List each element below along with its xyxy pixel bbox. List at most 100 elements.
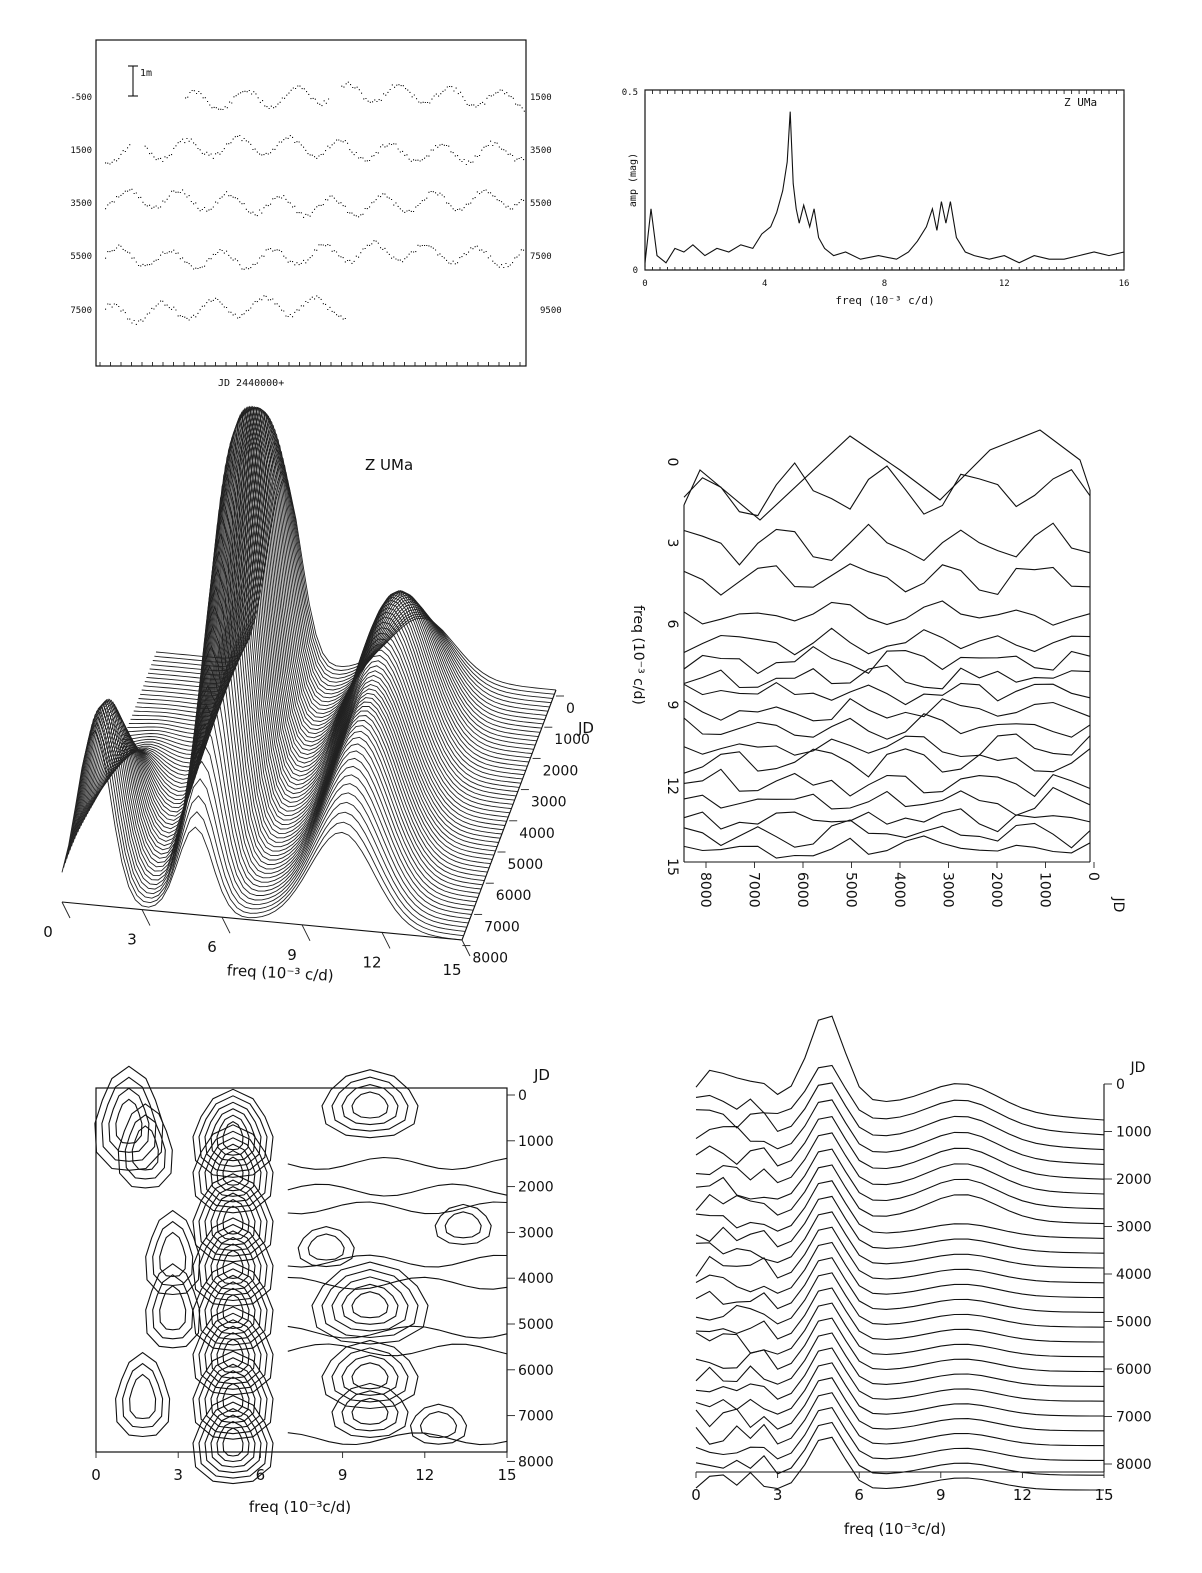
rotated-series-line xyxy=(683,563,1091,596)
contour-right-ring xyxy=(351,1291,389,1319)
surface3d-xticks: 0 3 6 9 12 15 xyxy=(43,901,471,979)
contour-right-ring xyxy=(434,1203,492,1245)
surface3d-slice-line xyxy=(130,406,531,759)
surface3d-ytick: 4000 xyxy=(519,826,555,842)
contour-ridge-ring xyxy=(204,1101,262,1167)
stacked-xticks: 0 3 6 9 12 15 xyxy=(691,1472,1114,1504)
contour-frame xyxy=(95,1087,508,1453)
stacked-ytick: 7000 xyxy=(1116,1410,1152,1426)
surface3d-slice-line xyxy=(128,406,529,763)
rotated-jd-tick: 8000 xyxy=(697,872,713,908)
surface3d-slice-line xyxy=(104,417,506,826)
spectrum-xtick: 12 xyxy=(999,279,1010,289)
surface3d-title: Z UMa xyxy=(365,456,413,474)
surface3d-slice-line xyxy=(61,729,463,941)
rotated-freq-tick: 15 xyxy=(664,858,680,876)
scale-mark-label: 1m xyxy=(140,68,152,79)
contour-isoline xyxy=(287,1325,508,1339)
contour-right-ring xyxy=(321,1339,419,1410)
contour-right-ring xyxy=(311,1261,429,1345)
surface3d-slice-line xyxy=(83,567,485,882)
spectrum-xtick: 0 xyxy=(642,279,647,289)
contour-right-ring xyxy=(351,1397,389,1425)
lightcurve-tick-marks xyxy=(99,362,521,366)
stacked-ytick: 0 xyxy=(1116,1077,1125,1093)
contour-right-ring xyxy=(351,1091,389,1119)
contour-right-ring xyxy=(351,1362,389,1390)
surface3d-ytick: 5000 xyxy=(508,857,544,873)
surface3d-ytick: 0 xyxy=(566,701,575,717)
contour-xtick: 15 xyxy=(497,1466,516,1484)
rotated-series-line xyxy=(683,522,1091,566)
contour-ytick: 0 xyxy=(518,1088,527,1104)
surface3d-xtick: 3 xyxy=(127,931,137,949)
surface3d-slice-line xyxy=(114,405,515,801)
spectrum-ylabel: amp (mag) xyxy=(628,153,639,207)
contour-isoline xyxy=(287,1432,508,1446)
surface3d-xtick: 0 xyxy=(43,923,53,941)
rotated-jd-tick: 3000 xyxy=(940,872,956,908)
rotated-lines xyxy=(683,429,1091,862)
surface3d-slice-line xyxy=(101,429,502,835)
surface3d-slice-line xyxy=(106,413,507,822)
surface3d-slice-line xyxy=(95,462,496,852)
contour-xtick: 3 xyxy=(173,1466,183,1484)
surface3d-slice-line xyxy=(103,422,504,831)
rotated-jd-tick: 2000 xyxy=(988,872,1004,908)
spectrum-ytick-bottom: 0 xyxy=(633,266,638,276)
lightcurve-xlabel: JD 2440000+ xyxy=(218,378,284,389)
spectrum-xtick: 4 xyxy=(762,279,767,289)
stacked-xtick: 12 xyxy=(1013,1486,1032,1504)
surface3d-slice-line xyxy=(66,710,467,928)
contour-ytick: 3000 xyxy=(518,1225,554,1241)
rotated-jd-tick: 7000 xyxy=(746,872,762,908)
contour-ytick: 6000 xyxy=(518,1363,554,1379)
row-start-label: 5500 xyxy=(70,252,92,262)
rotated-freq-tick: 9 xyxy=(664,701,680,710)
rotated-series-line xyxy=(683,819,1091,849)
surface3d-xtick: 6 xyxy=(207,938,217,956)
panel-contour: 0 3 6 9 12 15 0 1000 2000 3000 4000 5000 6000 7000 80… xyxy=(91,1065,554,1516)
panel-stacked: 0 3 6 9 12 15 0 1000 2000 3000 4000 5000 6000 7000 80… xyxy=(691,1015,1152,1538)
lightcurve-row-trace xyxy=(185,81,525,112)
stacked-spectrum-line xyxy=(695,1082,1105,1151)
contour-isoline xyxy=(287,1156,508,1171)
surface3d-xtick-mark xyxy=(141,909,151,926)
contour-right-ring xyxy=(341,1084,399,1126)
contour-ridge-ring xyxy=(210,1414,256,1468)
contour-ridge-ring xyxy=(222,1427,244,1457)
surface3d-ytick: 8000 xyxy=(472,951,508,967)
surface3d-slice-line xyxy=(116,405,517,797)
spectrum-tick-marks xyxy=(644,90,1125,270)
stacked-spectrum-line xyxy=(695,1406,1104,1461)
surface3d-slice-line xyxy=(74,684,475,907)
contour-ytick: 1000 xyxy=(518,1134,554,1150)
rotated-xlabel: JD xyxy=(1110,897,1126,913)
rotated-jd-tick: 4000 xyxy=(891,872,907,908)
rotated-series-line xyxy=(683,748,1091,778)
surface3d-slice-line xyxy=(71,700,472,915)
surface3d-slice-line xyxy=(111,407,512,810)
contour-ridge-ring xyxy=(198,1357,268,1435)
surface3d-xtick: 12 xyxy=(362,953,381,971)
contour-right-ring xyxy=(321,1268,419,1339)
contour-isoline xyxy=(287,1276,508,1290)
contour-right-ring xyxy=(419,1411,458,1439)
contour-right-ring xyxy=(297,1226,355,1268)
stacked-xtick: 6 xyxy=(854,1486,864,1504)
contour-left-ring xyxy=(131,1125,159,1171)
contour-right-ring xyxy=(321,1069,419,1139)
stacked-ytick: 1000 xyxy=(1116,1125,1152,1141)
rotated-series-line xyxy=(683,713,1091,740)
contour-right-ring xyxy=(341,1390,399,1432)
row-start-label: 1500 xyxy=(70,146,92,156)
contour-ytick: 5000 xyxy=(518,1317,554,1333)
rotated-jd-ticks: 8000 7000 6000 5000 4000 3000 2000 1000 0 xyxy=(697,862,1101,908)
lightcurve-row-trace xyxy=(105,134,525,166)
surface3d-slice-line xyxy=(90,500,491,865)
contour-left-ring xyxy=(159,1231,187,1278)
stacked-spectrum-line xyxy=(695,1257,1105,1313)
contour-right-ring xyxy=(331,1076,409,1132)
contour-ytick: 7000 xyxy=(518,1409,554,1425)
surface3d-yticks: 0 1000 2000 3000 4000 5000 6000 7000 8000 xyxy=(462,695,590,967)
